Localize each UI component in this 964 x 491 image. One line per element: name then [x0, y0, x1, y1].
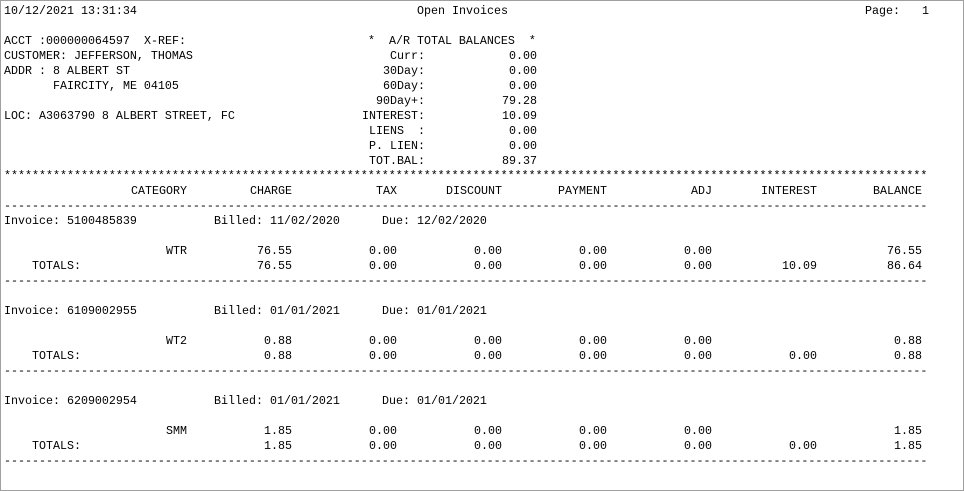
star-separator: ****************************************…: [4, 169, 928, 183]
item-cell: 0.00: [684, 334, 712, 348]
totals-cell: 0.88: [894, 349, 922, 363]
customer-name: CUSTOMER: JEFFERSON, THOMAS: [4, 49, 193, 63]
due-date: Due: 12/02/2020: [382, 214, 487, 228]
column-header: PAYMENT: [558, 184, 607, 198]
totals-cell: 0.00: [579, 259, 607, 273]
item-cell: WTR: [166, 244, 187, 258]
totals-cell: 86.64: [887, 259, 922, 273]
balance-value: 79.28: [502, 94, 537, 108]
balance-label: INTEREST:: [362, 109, 425, 123]
due-date: Due: 01/01/2021: [382, 304, 487, 318]
totals-cell: 0.00: [684, 259, 712, 273]
totals-cell: 0.00: [474, 259, 502, 273]
item-cell: 0.00: [369, 244, 397, 258]
item-cell: 0.88: [894, 334, 922, 348]
balance-value: 89.37: [502, 154, 537, 168]
dash-separator: ----------------------------------------…: [4, 274, 928, 288]
due-date: Due: 01/01/2021: [382, 394, 487, 408]
balance-label: 60Day:: [383, 79, 425, 93]
item-cell: 0.00: [579, 334, 607, 348]
totals-cell: 0.00: [474, 439, 502, 453]
billed-date: Billed: 01/01/2021: [214, 304, 340, 318]
balances-title: * A/R TOTAL BALANCES *: [368, 34, 536, 48]
balance-value: 0.00: [509, 139, 537, 153]
totals-cell: 0.00: [789, 349, 817, 363]
item-cell: 76.55: [887, 244, 922, 258]
item-cell: 1.85: [264, 424, 292, 438]
item-cell: 0.00: [474, 244, 502, 258]
item-cell: 0.00: [474, 334, 502, 348]
location: LOC: A3063790 8 ALBERT STREET, FC: [4, 109, 235, 123]
address-label: ADDR :: [4, 64, 46, 78]
cross-reference: X-REF:: [144, 34, 186, 48]
balance-label: 90Day+:: [376, 94, 425, 108]
balance-label: P. LIEN:: [369, 139, 425, 153]
item-cell: 0.00: [684, 424, 712, 438]
balance-value: 0.00: [509, 49, 537, 63]
totals-cell: 0.00: [789, 439, 817, 453]
item-cell: 0.88: [264, 334, 292, 348]
totals-cell: 0.00: [684, 439, 712, 453]
billed-date: Billed: 11/02/2020: [214, 214, 340, 228]
page-label: Page:: [865, 4, 900, 18]
balance-label: Curr:: [390, 49, 425, 63]
balance-value: 0.00: [509, 124, 537, 138]
totals-label: TOTALS:: [32, 439, 81, 453]
item-cell: SMM: [166, 424, 187, 438]
totals-cell: 0.88: [264, 349, 292, 363]
invoice-number: Invoice: 6109002955: [4, 304, 137, 318]
item-cell: 0.00: [369, 424, 397, 438]
totals-label: TOTALS:: [32, 259, 81, 273]
dash-separator: ----------------------------------------…: [4, 199, 928, 213]
column-header: CHARGE: [250, 184, 292, 198]
totals-label: TOTALS:: [32, 349, 81, 363]
item-cell: 76.55: [257, 244, 292, 258]
column-header: ADJ: [691, 184, 712, 198]
item-cell: 0.00: [579, 244, 607, 258]
column-header: TAX: [376, 184, 397, 198]
balance-value: 10.09: [502, 109, 537, 123]
invoice-number: Invoice: 6209002954: [4, 394, 137, 408]
totals-cell: 0.00: [684, 349, 712, 363]
dash-separator: ----------------------------------------…: [4, 364, 928, 378]
item-cell: 0.00: [579, 424, 607, 438]
balance-value: 0.00: [509, 64, 537, 78]
item-cell: 0.00: [369, 334, 397, 348]
page-number: 1: [922, 4, 929, 18]
date-time: 10/12/2021 13:31:34: [4, 4, 137, 18]
item-cell: WT2: [166, 334, 187, 348]
billed-date: Billed: 01/01/2021: [214, 394, 340, 408]
column-header: BALANCE: [873, 184, 922, 198]
totals-cell: 10.09: [782, 259, 817, 273]
report-title: Open Invoices: [417, 4, 508, 18]
address-line: FAIRCITY, ME 04105: [53, 79, 179, 93]
totals-cell: 1.85: [264, 439, 292, 453]
totals-cell: 76.55: [257, 259, 292, 273]
column-header: INTEREST: [761, 184, 817, 198]
account-number: ACCT :000000064597: [4, 34, 130, 48]
balance-label: TOT.BAL:: [369, 154, 425, 168]
column-header: CATEGORY: [131, 184, 187, 198]
address-line: 8 ALBERT ST: [53, 64, 130, 78]
dash-separator: ----------------------------------------…: [4, 454, 928, 468]
totals-cell: 0.00: [579, 439, 607, 453]
item-cell: 0.00: [474, 424, 502, 438]
balance-label: 30Day:: [383, 64, 425, 78]
invoice-number: Invoice: 5100485839: [4, 214, 137, 228]
balance-value: 0.00: [509, 79, 537, 93]
totals-cell: 0.00: [579, 349, 607, 363]
totals-cell: 0.00: [369, 439, 397, 453]
balance-label: LIENS :: [369, 124, 425, 138]
column-header: DISCOUNT: [446, 184, 502, 198]
totals-cell: 0.00: [474, 349, 502, 363]
totals-cell: 0.00: [369, 259, 397, 273]
totals-cell: 1.85: [894, 439, 922, 453]
totals-cell: 0.00: [369, 349, 397, 363]
item-cell: 0.00: [684, 244, 712, 258]
item-cell: 1.85: [894, 424, 922, 438]
